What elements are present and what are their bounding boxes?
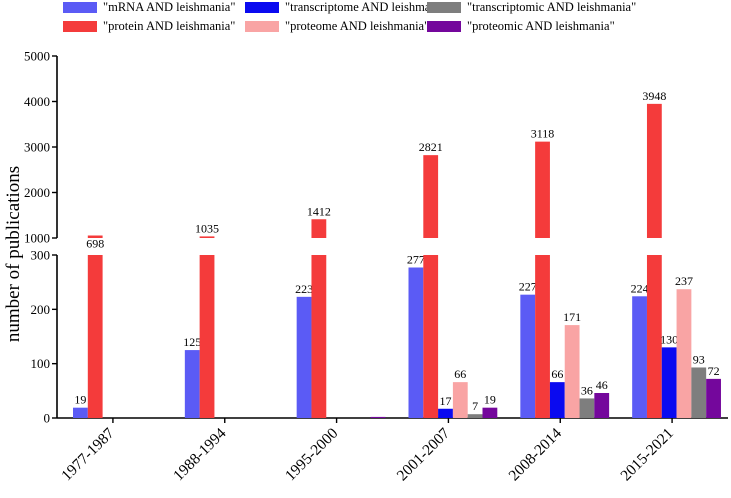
bar-transcriptomic-and-leishmania-2008-2014 xyxy=(579,398,595,418)
bar-proteome-and-leishmania-2001-2007 xyxy=(452,382,468,418)
data-label: 237 xyxy=(675,274,693,288)
data-label: 171 xyxy=(563,310,581,324)
legend-item-mrna-and-leishmania: "mRNA AND leishmania" xyxy=(63,0,235,14)
y-tick-label: 4000 xyxy=(24,94,50,109)
data-label: 223 xyxy=(295,282,313,296)
data-label: 3948 xyxy=(642,89,666,103)
bar-mrna-and-leishmania-2008-2014 xyxy=(520,294,536,418)
bar-proteomic-and-leishmania-1995-2000 xyxy=(370,416,386,418)
bar-mrna-and-leishmania-1977-1987 xyxy=(73,407,88,418)
legend-label: "transcriptome AND leishmania" xyxy=(285,0,451,14)
bar-proteome-and-leishmania-2015-2021 xyxy=(676,289,692,418)
bar-protein-and-leishmania-2008-2014-lower xyxy=(535,255,550,418)
data-label: 130 xyxy=(660,332,678,346)
legend-swatch xyxy=(245,21,279,32)
x-tick-label: 2015-2021 xyxy=(617,425,677,485)
legend-label: "mRNA AND leishmania" xyxy=(103,0,235,14)
bar-transcriptomic-and-leishmania-2001-2007 xyxy=(467,414,483,418)
data-label: 227 xyxy=(519,280,537,294)
bar-proteomic-and-leishmania-2008-2014 xyxy=(594,393,610,418)
bar-protein-and-leishmania-1995-2000-lower xyxy=(311,255,327,418)
data-label: 125 xyxy=(183,335,201,349)
bar-transcriptomic-and-leishmania-2015-2021 xyxy=(691,367,707,418)
y-tick-label: 2000 xyxy=(24,185,50,200)
legend-label: "transcriptomic AND leishmania" xyxy=(467,0,636,14)
data-label: 19 xyxy=(74,393,86,407)
bar-protein-and-leishmania-2015-2021-upper xyxy=(646,103,662,238)
legend-label: "protein AND leishmania" xyxy=(103,19,235,33)
bar-protein-and-leishmania-2015-2021-lower xyxy=(646,255,662,418)
data-label: 19 xyxy=(484,393,496,407)
data-label: 698 xyxy=(86,237,104,251)
data-label: 7 xyxy=(472,399,478,413)
data-label: 17 xyxy=(440,394,452,408)
y-tick-label: 1000 xyxy=(24,231,50,246)
data-label: 1412 xyxy=(307,204,331,218)
plot-area: 1000 2000 3000 4000 5000 0 100 200 300 19 698 1977-… xyxy=(24,49,728,485)
x-tick-label: 2001-2007 xyxy=(394,425,454,485)
y-tick-label: 5000 xyxy=(24,49,50,64)
bar-protein-and-leishmania-2001-2007-lower xyxy=(423,255,439,418)
x-tick-label: 1977-1987 xyxy=(58,425,118,485)
bar-proteome-and-leishmania-2008-2014 xyxy=(564,325,580,418)
legend-label: "proteome AND leishmania" xyxy=(285,19,429,33)
bar-protein-and-leishmania-1977-1987-lower xyxy=(87,255,103,418)
bar-protein-and-leishmania-1988-1994-lower xyxy=(199,255,215,418)
bar-protein-and-leishmania-1977-1987-upper xyxy=(87,235,103,238)
y-tick-label: 3000 xyxy=(24,140,50,155)
data-label: 3118 xyxy=(531,127,555,141)
legend-label: "proteomic AND leishmania" xyxy=(467,19,615,33)
y-tick-label: 100 xyxy=(31,356,51,371)
x-tick-label: 2008-2014 xyxy=(506,425,566,485)
bar-mrna-and-leishmania-1995-2000 xyxy=(296,296,312,418)
legend-swatch xyxy=(427,21,461,32)
bar-protein-and-leishmania-1988-1994-upper xyxy=(199,236,215,238)
bar-transcriptome-and-leishmania-2001-2007 xyxy=(438,408,453,418)
bar-transcriptome-and-leishmania-2015-2021 xyxy=(661,347,677,418)
x-tick-label: 1995-2000 xyxy=(282,425,342,485)
bar-mrna-and-leishmania-2001-2007 xyxy=(408,267,424,418)
bar-mrna-and-leishmania-2015-2021 xyxy=(632,296,647,418)
bar-proteomic-and-leishmania-2015-2021 xyxy=(706,378,721,418)
legend-item-transcriptomic-and-leishmania: "transcriptomic AND leishmania" xyxy=(427,0,636,14)
legend: "mRNA AND leishmania" "protein AND leishm… xyxy=(63,0,636,33)
data-label: 46 xyxy=(596,378,608,392)
legend-item-proteome-and-leishmania: "proteome AND leishmania" xyxy=(245,19,429,33)
data-label: 36 xyxy=(581,383,593,397)
legend-swatch xyxy=(245,2,279,13)
y-tick-label: 200 xyxy=(31,302,51,317)
data-label: 66 xyxy=(454,367,466,381)
legend-swatch xyxy=(63,21,97,32)
y-tick-label: 0 xyxy=(44,411,51,426)
bar-proteomic-and-leishmania-2001-2007 xyxy=(482,407,498,418)
data-label: 72 xyxy=(708,364,720,378)
bar-protein-and-leishmania-2001-2007-upper xyxy=(423,155,439,238)
bar-protein-and-leishmania-2008-2014-upper xyxy=(535,141,550,238)
data-label: 93 xyxy=(693,352,705,366)
y-tick-label: 300 xyxy=(31,248,51,263)
data-label: 1035 xyxy=(195,221,219,235)
legend-item-proteomic-and-leishmania: "proteomic AND leishmania" xyxy=(427,19,615,33)
data-label: 277 xyxy=(407,252,425,266)
legend-item-transcriptome-and-leishmania: "transcriptome AND leishmania" xyxy=(245,0,451,14)
data-label: 224 xyxy=(631,281,649,295)
y-axis-label: number of publications xyxy=(3,166,24,342)
bar-transcriptome-and-leishmania-2008-2014 xyxy=(549,382,565,418)
bar-mrna-and-leishmania-1988-1994 xyxy=(184,350,200,418)
data-label: 2821 xyxy=(419,140,443,154)
data-label: 66 xyxy=(551,367,563,381)
legend-item-protein-and-leishmania: "protein AND leishmania" xyxy=(63,19,235,33)
bar-protein-and-leishmania-1995-2000-upper xyxy=(311,219,327,238)
legend-swatch xyxy=(427,2,461,13)
x-tick-label: 1988-1994 xyxy=(170,425,230,485)
legend-swatch xyxy=(63,2,97,13)
